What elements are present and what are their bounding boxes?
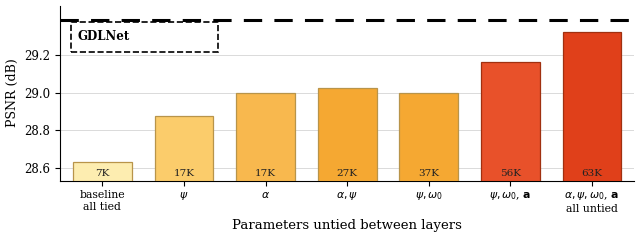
FancyBboxPatch shape	[72, 22, 218, 52]
Text: 27K: 27K	[337, 169, 358, 178]
Bar	[318, 88, 376, 181]
Text: 17K: 17K	[173, 169, 195, 178]
Text: GDLNet: GDLNet	[78, 30, 130, 43]
Text: 7K: 7K	[95, 169, 109, 178]
X-axis label: Parameters untied between layers: Parameters untied between layers	[232, 219, 462, 233]
Text: 37K: 37K	[419, 169, 439, 178]
Bar	[73, 162, 132, 181]
Y-axis label: PSNR (dB): PSNR (dB)	[6, 59, 19, 127]
Text: 63K: 63K	[582, 169, 602, 178]
Bar	[236, 93, 295, 181]
Bar	[399, 93, 458, 181]
Bar	[563, 32, 621, 181]
Bar	[155, 116, 213, 181]
Text: 17K: 17K	[255, 169, 276, 178]
Bar	[481, 62, 540, 181]
Text: 56K: 56K	[500, 169, 521, 178]
